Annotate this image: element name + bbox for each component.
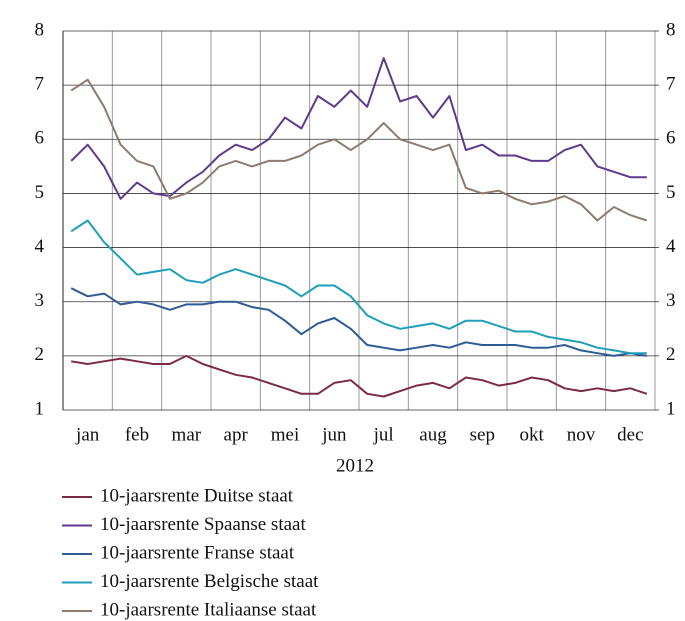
y2-tick-label: 3	[666, 290, 676, 311]
legend-label: 10-jaarsrente Belgische staat	[100, 571, 319, 592]
y2-tick-label: 6	[666, 128, 676, 149]
x-tick-label: mar	[172, 424, 202, 445]
legend-label: 10-jaarsrente Franse staat	[100, 542, 295, 563]
legend-label: 10-jaarsrente Italiaanse staat	[100, 599, 317, 620]
series-line	[70, 78, 648, 222]
legend-label: 10-jaarsrente Duitse staat	[100, 485, 294, 506]
x-tick-label: dec	[617, 424, 643, 445]
y2-tick-label: 7	[666, 74, 676, 95]
series-line	[70, 57, 647, 200]
y2-tick-label: 4	[666, 236, 676, 257]
y-tick-label: 7	[35, 74, 45, 95]
y2-tick-label: 1	[666, 398, 676, 419]
y-tick-label: 5	[35, 182, 45, 203]
x-tick-label: jul	[373, 424, 394, 445]
series-line	[70, 287, 647, 357]
x-tick-label: sep	[470, 424, 495, 445]
x-axis-label: 2012	[336, 455, 374, 476]
x-tick-label: apr	[224, 424, 249, 445]
y2-tick-label: 2	[666, 344, 676, 365]
y-tick-label: 1	[35, 398, 45, 419]
x-tick-label: nov	[567, 424, 596, 445]
y-tick-label: 4	[35, 236, 45, 257]
series-line	[70, 219, 647, 355]
x-tick-label: mei	[271, 424, 300, 445]
y-tick-label: 6	[35, 128, 45, 149]
y-tick-label: 8	[35, 19, 45, 40]
x-tick-label: aug	[419, 424, 447, 445]
y2-tick-label: 8	[666, 19, 676, 40]
series-line	[71, 354, 648, 398]
y2-tick-label: 5	[666, 182, 676, 203]
x-tick-label: feb	[125, 424, 149, 445]
x-tick-label: jan	[75, 424, 100, 445]
legend-label: 10-jaarsrente Spaanse staat	[100, 514, 306, 535]
x-tick-label: okt	[520, 424, 545, 445]
x-tick-label: jun	[321, 424, 347, 445]
y-tick-label: 3	[35, 290, 45, 311]
y-tick-label: 2	[35, 344, 45, 365]
